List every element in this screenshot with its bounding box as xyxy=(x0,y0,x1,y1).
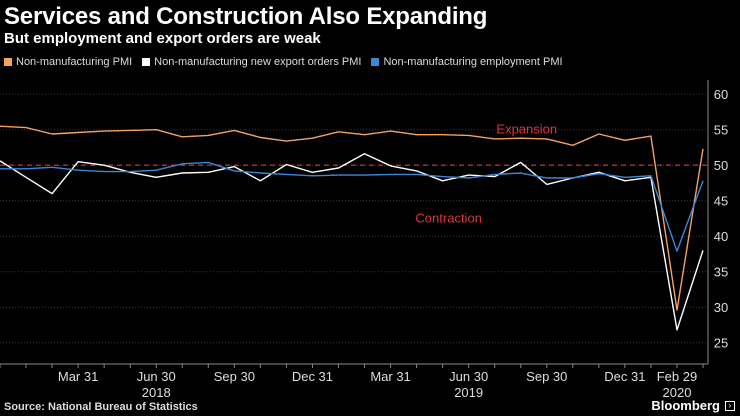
x-tick-label: Dec 31 xyxy=(292,369,333,384)
source-note: Source: National Bureau of Statistics xyxy=(4,401,198,413)
x-tick-label: Mar 31 xyxy=(58,369,98,384)
y-tick-label: 25 xyxy=(714,336,728,351)
legend-label: Non-manufacturing PMI xyxy=(16,56,133,68)
legend-swatch xyxy=(142,58,151,66)
chart-legend: Non-manufacturing PMI Non-manufacturing … xyxy=(4,56,567,68)
chart-annotation: Expansion xyxy=(496,122,557,137)
x-tick-label: Dec 31 xyxy=(604,369,645,384)
x-year-label: 2020 xyxy=(663,385,692,400)
y-tick-label: 60 xyxy=(714,87,728,102)
series-line xyxy=(0,153,704,331)
x-tick-label: Feb 29 xyxy=(657,369,697,384)
legend-label: Non-manufacturing new export orders PMI xyxy=(154,56,362,68)
y-tick-label: 30 xyxy=(714,300,728,315)
y-tick-label: 35 xyxy=(714,265,728,280)
x-tick-label: Sep 30 xyxy=(526,369,567,384)
y-tick-label: 45 xyxy=(714,194,728,209)
y-tick-label: 55 xyxy=(714,123,728,138)
x-tick-label: Jun 30 xyxy=(449,369,488,384)
legend-item: Non-manufacturing new export orders PMI xyxy=(142,56,361,68)
y-tick-label: 50 xyxy=(714,158,728,173)
legend-item: Non-manufacturing employment PMI xyxy=(371,56,563,68)
chart-title: Services and Construction Also Expanding xyxy=(4,3,488,30)
x-tick-label: Mar 31 xyxy=(370,369,410,384)
x-year-label: 2019 xyxy=(454,385,483,400)
series-line xyxy=(0,125,704,311)
x-year-label: 2018 xyxy=(142,385,171,400)
chart-annotation: Contraction xyxy=(415,210,481,225)
chart-subtitle: But employment and export orders are wea… xyxy=(4,30,321,47)
x-tick-label: Jun 30 xyxy=(137,369,176,384)
legend-label: Non-manufacturing employment PMI xyxy=(383,56,563,68)
brand-logo-text: Bloomberg xyxy=(651,398,720,413)
series-line xyxy=(0,161,704,252)
legend-swatch xyxy=(4,58,12,66)
x-tick-label: Sep 30 xyxy=(214,369,255,384)
y-tick-label: 40 xyxy=(714,229,728,244)
legend-item: Non-manufacturing PMI xyxy=(4,56,132,68)
legend-swatch xyxy=(371,58,380,66)
brand-icon: › xyxy=(725,401,735,411)
